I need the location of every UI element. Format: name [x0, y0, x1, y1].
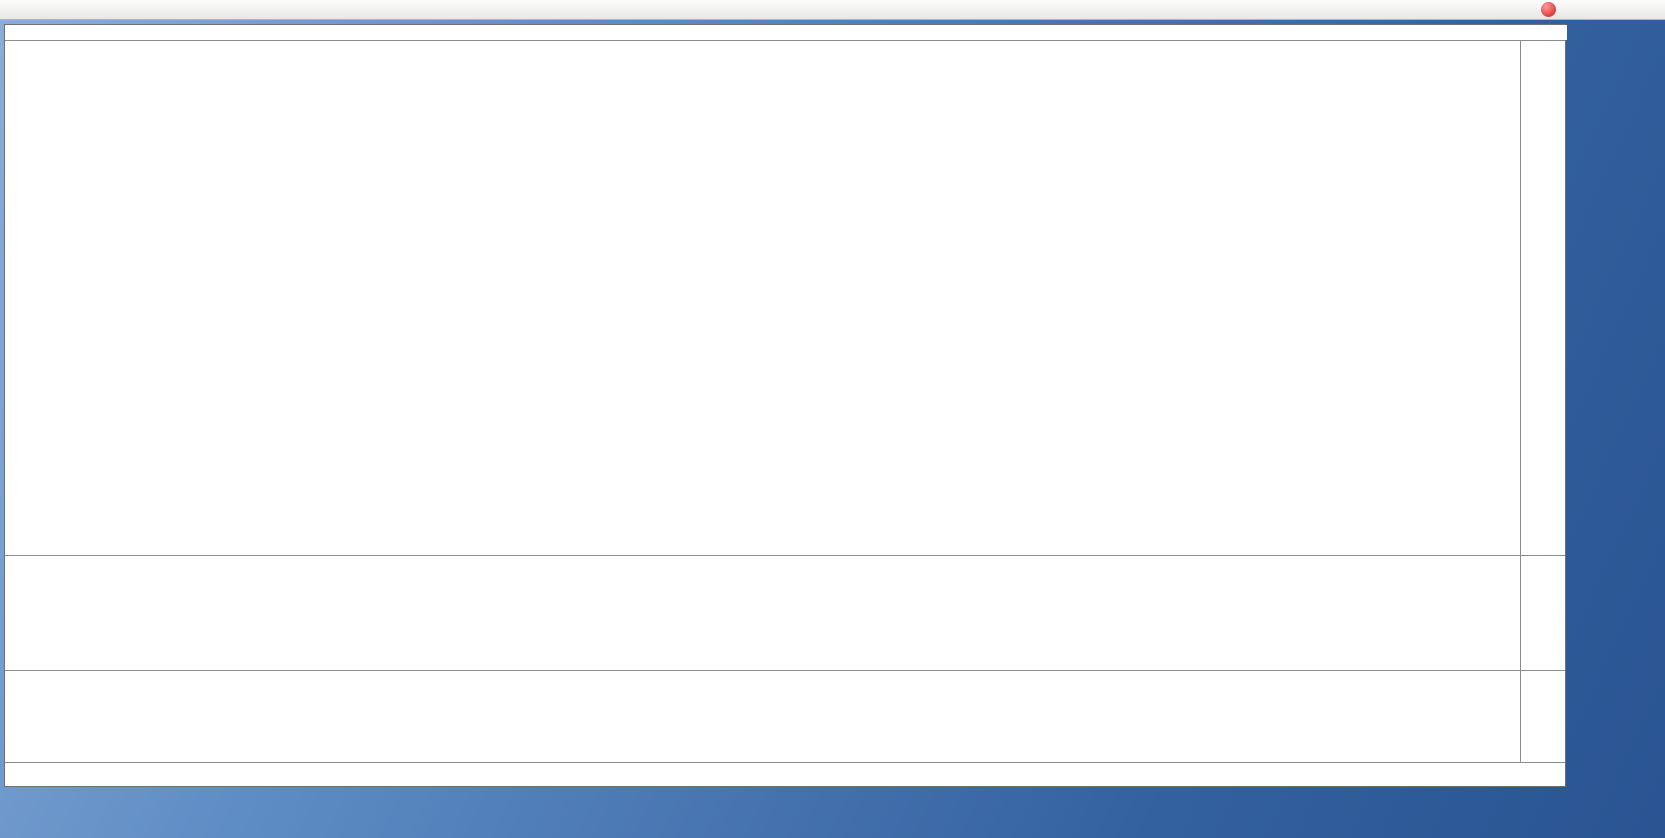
macd-panel[interactable] — [8, 556, 1520, 670]
time-axis[interactable] — [5, 763, 1520, 786]
toolbar — [0, 0, 1665, 20]
price-axis-separator — [1520, 40, 1521, 762]
chart-title-bar — [5, 25, 1567, 40]
chart-window — [4, 24, 1566, 787]
rsi-panel[interactable] — [8, 671, 1520, 762]
notification-badge[interactable] — [1541, 2, 1556, 17]
time-axis-separator — [5, 762, 1565, 763]
rsi-panel-separator — [5, 670, 1565, 671]
main-chart-plot-area[interactable] — [8, 40, 1520, 555]
macd-panel-separator — [5, 555, 1565, 556]
title-separator — [5, 40, 1565, 41]
price-axis[interactable] — [1521, 40, 1565, 762]
